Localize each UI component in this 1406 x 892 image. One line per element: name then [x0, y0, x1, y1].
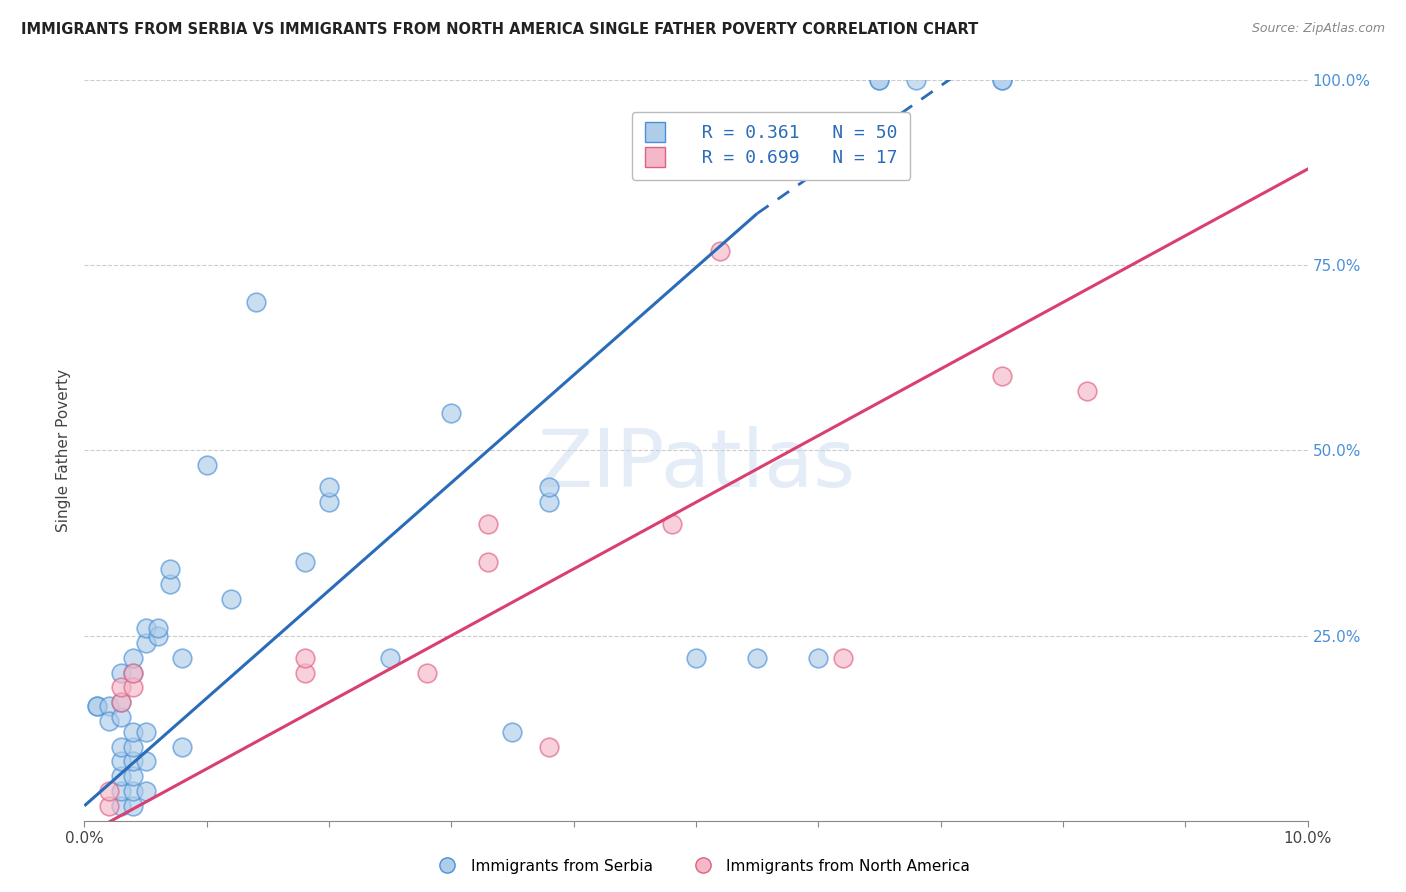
Point	[146, 621, 169, 635]
Point	[294, 555, 316, 569]
Point	[219, 591, 242, 606]
Point	[991, 73, 1014, 87]
Point	[110, 695, 132, 709]
Y-axis label: Single Father Poverty: Single Father Poverty	[56, 369, 72, 532]
Point	[661, 517, 683, 532]
Text: ZIPatlas: ZIPatlas	[537, 426, 855, 504]
Point	[807, 650, 830, 665]
Point	[159, 576, 181, 591]
Point	[122, 784, 145, 798]
Point	[110, 784, 132, 798]
Point	[122, 755, 145, 769]
Point	[110, 695, 132, 709]
Point	[97, 784, 120, 798]
Point	[122, 769, 145, 783]
Point	[1076, 384, 1098, 399]
Point	[122, 724, 145, 739]
Point	[318, 480, 340, 494]
Point	[172, 650, 194, 665]
Point	[135, 636, 157, 650]
Point	[245, 295, 267, 310]
Legend: Immigrants from Serbia, Immigrants from North America: Immigrants from Serbia, Immigrants from …	[430, 853, 976, 880]
Point	[869, 73, 891, 87]
Point	[747, 650, 769, 665]
Point	[991, 369, 1014, 384]
Point	[110, 755, 132, 769]
Point	[502, 724, 524, 739]
Point	[159, 562, 181, 576]
Point	[86, 698, 108, 713]
Point	[135, 755, 157, 769]
Point	[122, 665, 145, 680]
Point	[440, 407, 463, 421]
Point	[110, 665, 132, 680]
Point	[86, 698, 108, 713]
Legend:   R = 0.361   N = 50,   R = 0.699   N = 17: R = 0.361 N = 50, R = 0.699 N = 17	[631, 112, 911, 180]
Point	[110, 710, 132, 724]
Point	[869, 73, 891, 87]
Point	[477, 517, 499, 532]
Point	[122, 650, 145, 665]
Point	[110, 798, 132, 813]
Point	[110, 739, 132, 754]
Point	[477, 555, 499, 569]
Text: IMMIGRANTS FROM SERBIA VS IMMIGRANTS FROM NORTH AMERICA SINGLE FATHER POVERTY CO: IMMIGRANTS FROM SERBIA VS IMMIGRANTS FRO…	[21, 22, 979, 37]
Point	[97, 714, 120, 728]
Point	[110, 769, 132, 783]
Point	[416, 665, 439, 680]
Point	[380, 650, 402, 665]
Point	[294, 650, 316, 665]
Point	[318, 495, 340, 509]
Point	[97, 698, 120, 713]
Point	[122, 665, 145, 680]
Text: Source: ZipAtlas.com: Source: ZipAtlas.com	[1251, 22, 1385, 36]
Point	[905, 73, 928, 87]
Point	[135, 784, 157, 798]
Point	[122, 798, 145, 813]
Point	[538, 739, 561, 754]
Point	[195, 458, 218, 473]
Point	[294, 665, 316, 680]
Point	[122, 739, 145, 754]
Point	[991, 73, 1014, 87]
Point	[685, 650, 707, 665]
Point	[172, 739, 194, 754]
Point	[831, 650, 853, 665]
Point	[110, 681, 132, 695]
Point	[122, 681, 145, 695]
Point	[538, 495, 561, 509]
Point	[135, 724, 157, 739]
Point	[97, 798, 120, 813]
Point	[135, 621, 157, 635]
Point	[709, 244, 731, 258]
Point	[538, 480, 561, 494]
Point	[146, 628, 169, 642]
